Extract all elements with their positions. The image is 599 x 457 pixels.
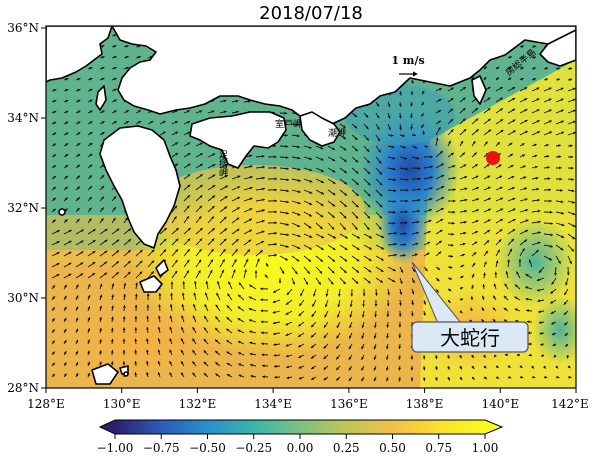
- y-tick-label: 28°N: [7, 381, 39, 395]
- axis-ticks: [41, 27, 577, 393]
- colorbar-tick-label: 1.00: [472, 441, 499, 455]
- land-honshu: [111, 26, 576, 125]
- land-kii: [299, 111, 341, 147]
- land-tsushima: [95, 85, 107, 111]
- colorbar-max-extension: [485, 420, 502, 434]
- x-tick-label: 142°E: [551, 397, 589, 411]
- colorbar-tick-label: −0.75: [143, 441, 180, 455]
- land-shikoku: [189, 111, 287, 169]
- meander-callout: 大蛇行: [411, 261, 529, 353]
- land: [46, 26, 576, 385]
- label-muroto: 室戸岬: [275, 118, 302, 130]
- colorbar-tick-label: −0.50: [189, 441, 226, 455]
- x-tick-label: 132°E: [179, 397, 217, 411]
- colorbar-tick-label: 0.00: [287, 441, 314, 455]
- land-kyushu: [99, 125, 181, 249]
- x-tick-label: 130°E: [103, 397, 141, 411]
- colorbar-tick-label: 0.50: [379, 441, 406, 455]
- colorbar-ticks: −1.00 −0.75 −0.50 −0.25 0.00 0.25 0.50 0.75 1.00: [97, 434, 499, 455]
- land-amami: [91, 363, 119, 385]
- land-korea: [46, 26, 113, 83]
- label-shionomisaki: 潮岬: [328, 127, 346, 139]
- scale-arrow: [399, 71, 418, 77]
- colorbar-min-extension: [100, 420, 115, 434]
- land-yakushima: [139, 275, 163, 293]
- colorbar-tick-label: 0.25: [333, 441, 360, 455]
- scale-label: 1 m/s: [391, 54, 424, 67]
- label-ashizuri: 足摺岬: [217, 150, 228, 178]
- colorbar-tick-label: −1.00: [97, 441, 134, 455]
- x-tick-label: 134°E: [254, 397, 292, 411]
- colorbar: −1.00 −0.75 −0.50 −0.25 0.00 0.25 0.50 0.75 1.00: [97, 419, 504, 455]
- callout-text: 大蛇行: [440, 326, 500, 350]
- y-axis-labels: 36°N 34°N 32°N 30°N 28°N: [7, 21, 39, 395]
- x-tick-label: 128°E: [27, 397, 65, 411]
- y-tick-label: 30°N: [7, 291, 39, 305]
- y-tick-label: 34°N: [7, 111, 39, 125]
- colorbar-tick-label: −0.25: [235, 441, 272, 455]
- x-axis-labels: 128°E 130°E 132°E 134°E 136°E 138°E 140°…: [27, 397, 589, 411]
- x-tick-label: 136°E: [330, 397, 368, 411]
- observation-point-marker: [486, 151, 500, 165]
- colorbar-body: [115, 420, 485, 434]
- map-title: 2018/07/18: [259, 3, 363, 24]
- x-tick-label: 138°E: [406, 397, 444, 411]
- map-frame: [45, 25, 577, 389]
- x-tick-label: 140°E: [481, 397, 519, 411]
- land-boso: [539, 29, 576, 67]
- y-tick-label: 32°N: [7, 201, 39, 215]
- colorbar-tick-label: 0.75: [425, 441, 452, 455]
- y-tick-label: 36°N: [7, 21, 39, 35]
